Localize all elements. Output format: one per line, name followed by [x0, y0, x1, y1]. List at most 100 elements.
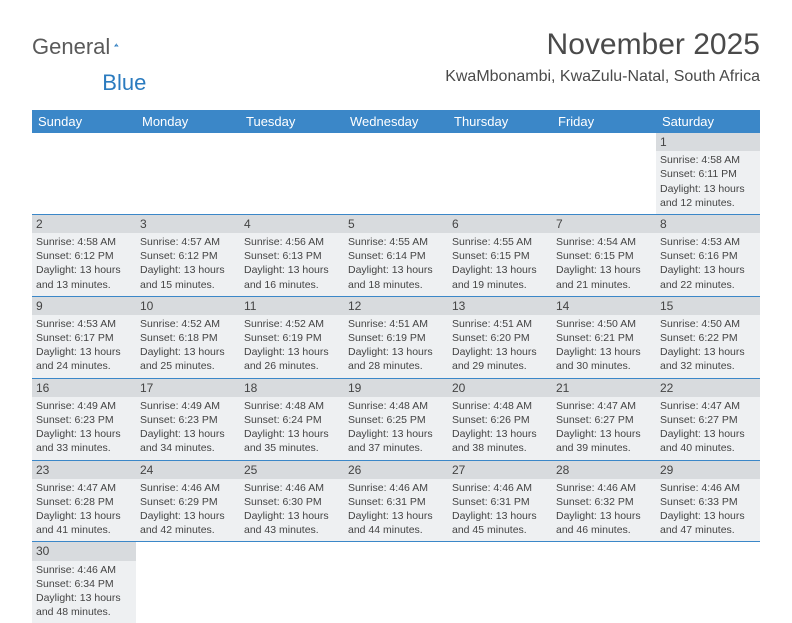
calendar-day: 30Sunrise: 4:46 AMSunset: 6:34 PMDayligh… — [32, 542, 136, 623]
calendar-day: 4Sunrise: 4:56 AMSunset: 6:13 PMDaylight… — [240, 215, 344, 296]
day-day1: Daylight: 13 hours — [244, 509, 340, 523]
day-sunset: Sunset: 6:31 PM — [348, 495, 444, 509]
calendar-day: 8Sunrise: 4:53 AMSunset: 6:16 PMDaylight… — [656, 215, 760, 296]
day-day2: and 24 minutes. — [36, 359, 132, 373]
day-day2: and 39 minutes. — [556, 441, 652, 455]
day-sunset: Sunset: 6:21 PM — [556, 331, 652, 345]
day-number: 4 — [240, 215, 344, 233]
day-day2: and 12 minutes. — [660, 196, 756, 210]
day-sunset: Sunset: 6:22 PM — [660, 331, 756, 345]
calendar-day: 25Sunrise: 4:46 AMSunset: 6:30 PMDayligh… — [240, 461, 344, 542]
day-day2: and 42 minutes. — [140, 523, 236, 537]
calendar-day: 13Sunrise: 4:51 AMSunset: 6:20 PMDayligh… — [448, 297, 552, 378]
day-sunrise: Sunrise: 4:47 AM — [660, 399, 756, 413]
day-day1: Daylight: 13 hours — [556, 263, 652, 277]
calendar-week: 1Sunrise: 4:58 AMSunset: 6:11 PMDaylight… — [32, 133, 760, 215]
day-sunrise: Sunrise: 4:52 AM — [140, 317, 236, 331]
calendar-body: 1Sunrise: 4:58 AMSunset: 6:11 PMDaylight… — [32, 133, 760, 623]
day-day2: and 26 minutes. — [244, 359, 340, 373]
day-sunrise: Sunrise: 4:58 AM — [36, 235, 132, 249]
calendar-day — [344, 133, 448, 214]
calendar-day: 22Sunrise: 4:47 AMSunset: 6:27 PMDayligh… — [656, 379, 760, 460]
day-day1: Daylight: 13 hours — [348, 427, 444, 441]
day-day2: and 15 minutes. — [140, 278, 236, 292]
day-number: 9 — [32, 297, 136, 315]
day-number: 10 — [136, 297, 240, 315]
day-number: 5 — [344, 215, 448, 233]
day-sunset: Sunset: 6:27 PM — [556, 413, 652, 427]
calendar-day — [240, 542, 344, 623]
day-sunrise: Sunrise: 4:50 AM — [660, 317, 756, 331]
day-day2: and 21 minutes. — [556, 278, 652, 292]
calendar-day: 26Sunrise: 4:46 AMSunset: 6:31 PMDayligh… — [344, 461, 448, 542]
day-sunrise: Sunrise: 4:47 AM — [36, 481, 132, 495]
day-sunset: Sunset: 6:11 PM — [660, 167, 756, 181]
calendar-day: 11Sunrise: 4:52 AMSunset: 6:19 PMDayligh… — [240, 297, 344, 378]
day-sunrise: Sunrise: 4:49 AM — [140, 399, 236, 413]
day-day1: Daylight: 13 hours — [660, 427, 756, 441]
day-number: 15 — [656, 297, 760, 315]
calendar-week: 30Sunrise: 4:46 AMSunset: 6:34 PMDayligh… — [32, 542, 760, 623]
calendar-day: 24Sunrise: 4:46 AMSunset: 6:29 PMDayligh… — [136, 461, 240, 542]
day-day1: Daylight: 13 hours — [36, 427, 132, 441]
day-day2: and 43 minutes. — [244, 523, 340, 537]
day-sunset: Sunset: 6:24 PM — [244, 413, 340, 427]
calendar-header-col: Wednesday — [344, 110, 448, 133]
logo-sail-icon — [114, 35, 119, 55]
day-sunrise: Sunrise: 4:49 AM — [36, 399, 132, 413]
day-number: 14 — [552, 297, 656, 315]
page-title: November 2025 — [445, 28, 760, 62]
day-sunset: Sunset: 6:17 PM — [36, 331, 132, 345]
day-sunset: Sunset: 6:12 PM — [140, 249, 236, 263]
day-number: 19 — [344, 379, 448, 397]
day-day2: and 41 minutes. — [36, 523, 132, 537]
calendar-header: SundayMondayTuesdayWednesdayThursdayFrid… — [32, 110, 760, 133]
day-sunrise: Sunrise: 4:47 AM — [556, 399, 652, 413]
day-number: 16 — [32, 379, 136, 397]
day-sunset: Sunset: 6:28 PM — [36, 495, 132, 509]
calendar-day: 15Sunrise: 4:50 AMSunset: 6:22 PMDayligh… — [656, 297, 760, 378]
calendar-week: 16Sunrise: 4:49 AMSunset: 6:23 PMDayligh… — [32, 379, 760, 461]
day-sunset: Sunset: 6:23 PM — [36, 413, 132, 427]
calendar-day: 27Sunrise: 4:46 AMSunset: 6:31 PMDayligh… — [448, 461, 552, 542]
day-sunset: Sunset: 6:25 PM — [348, 413, 444, 427]
day-sunset: Sunset: 6:33 PM — [660, 495, 756, 509]
day-sunset: Sunset: 6:19 PM — [244, 331, 340, 345]
day-sunset: Sunset: 6:29 PM — [140, 495, 236, 509]
day-number: 7 — [552, 215, 656, 233]
day-day2: and 16 minutes. — [244, 278, 340, 292]
day-day1: Daylight: 13 hours — [660, 263, 756, 277]
day-day2: and 34 minutes. — [140, 441, 236, 455]
calendar-day: 7Sunrise: 4:54 AMSunset: 6:15 PMDaylight… — [552, 215, 656, 296]
day-day2: and 18 minutes. — [348, 278, 444, 292]
day-sunrise: Sunrise: 4:46 AM — [140, 481, 236, 495]
day-day1: Daylight: 13 hours — [244, 345, 340, 359]
day-number: 18 — [240, 379, 344, 397]
calendar-day — [552, 542, 656, 623]
day-day1: Daylight: 13 hours — [348, 345, 444, 359]
day-number: 11 — [240, 297, 344, 315]
day-sunset: Sunset: 6:32 PM — [556, 495, 652, 509]
day-sunset: Sunset: 6:13 PM — [244, 249, 340, 263]
day-sunrise: Sunrise: 4:51 AM — [452, 317, 548, 331]
day-sunrise: Sunrise: 4:55 AM — [348, 235, 444, 249]
day-number: 22 — [656, 379, 760, 397]
calendar-day: 28Sunrise: 4:46 AMSunset: 6:32 PMDayligh… — [552, 461, 656, 542]
day-number: 6 — [448, 215, 552, 233]
day-day1: Daylight: 13 hours — [452, 509, 548, 523]
calendar-header-col: Tuesday — [240, 110, 344, 133]
calendar-day: 20Sunrise: 4:48 AMSunset: 6:26 PMDayligh… — [448, 379, 552, 460]
day-day1: Daylight: 13 hours — [36, 345, 132, 359]
day-sunrise: Sunrise: 4:53 AM — [660, 235, 756, 249]
day-number: 28 — [552, 461, 656, 479]
day-day1: Daylight: 13 hours — [452, 345, 548, 359]
calendar-week: 2Sunrise: 4:58 AMSunset: 6:12 PMDaylight… — [32, 215, 760, 297]
day-sunrise: Sunrise: 4:48 AM — [348, 399, 444, 413]
calendar-day — [136, 542, 240, 623]
day-day1: Daylight: 13 hours — [452, 427, 548, 441]
day-number: 3 — [136, 215, 240, 233]
day-sunrise: Sunrise: 4:51 AM — [348, 317, 444, 331]
day-day2: and 30 minutes. — [556, 359, 652, 373]
day-sunrise: Sunrise: 4:46 AM — [660, 481, 756, 495]
day-day1: Daylight: 13 hours — [660, 509, 756, 523]
